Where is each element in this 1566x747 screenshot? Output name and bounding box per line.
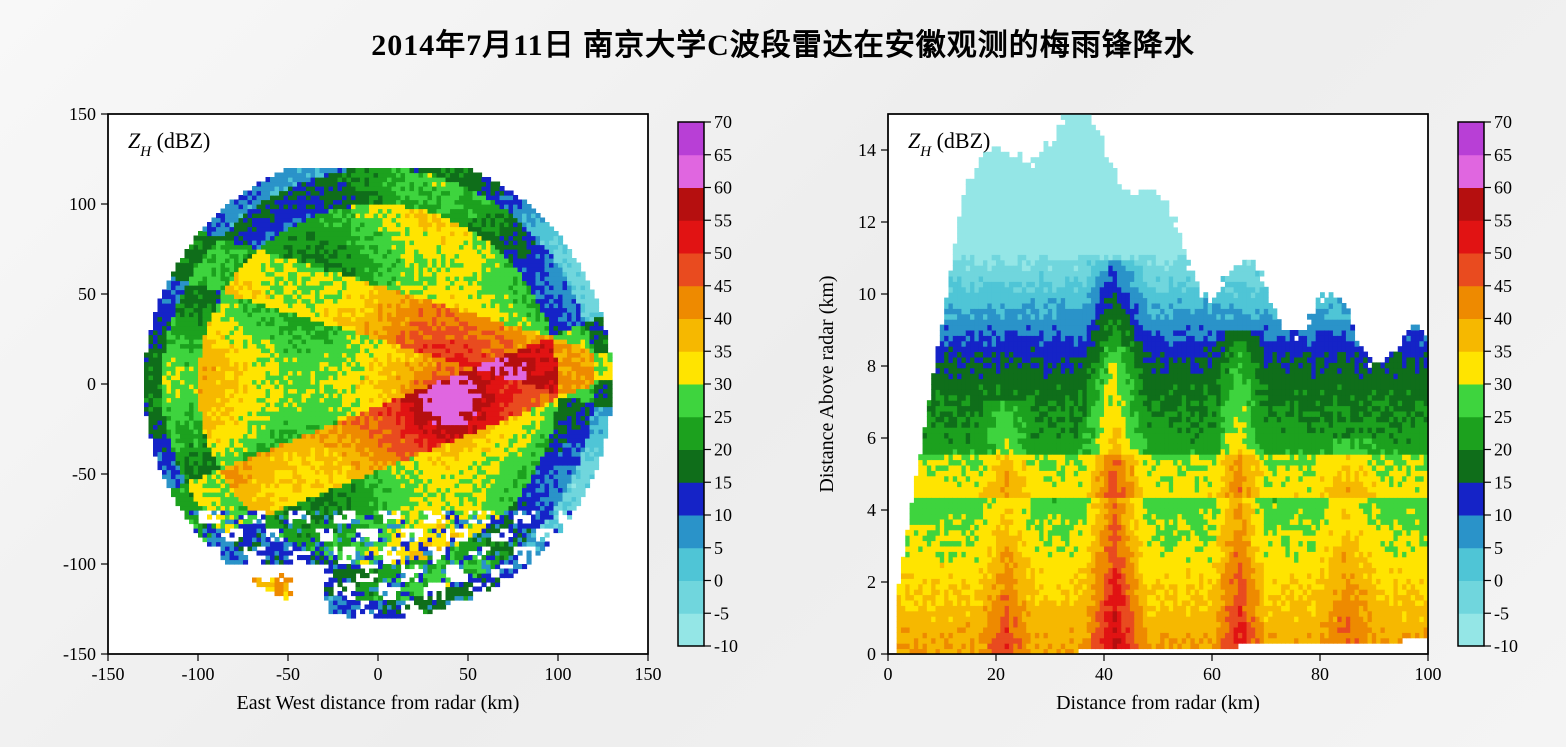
ppi-chart: -150 -100 -50 0 50 100 150 -150 -100 -50 0 50 100 150… [28,84,768,724]
svg-text:100: 100 [545,664,572,684]
ppi-panel: -150 -100 -50 0 50 100 150 -150 -100 -50 0 50 100 150… [28,84,768,724]
page-title: 2014年7月11日 南京大学C波段雷达在安徽观测的梅雨锋降水 [0,0,1566,64]
chart-row: -150 -100 -50 0 50 100 150 -150 -100 -50 0 50 100 150… [0,64,1566,724]
svg-text:East West distance from radar: East West distance from radar (km) [237,692,520,714]
svg-text:0: 0 [374,664,383,684]
svg-text:50: 50 [459,664,477,684]
rhi-chart: 02040608010002468101214Distance from rad… [798,84,1538,724]
svg-text:100: 100 [69,194,96,214]
svg-text:-100: -100 [63,554,96,574]
svg-text:0: 0 [87,374,96,394]
svg-text:-50: -50 [276,664,300,684]
svg-text:50: 50 [78,284,96,304]
svg-text:150: 150 [635,664,662,684]
svg-text:-50: -50 [72,464,96,484]
svg-text:150: 150 [69,104,96,124]
svg-text:-150: -150 [92,664,125,684]
svg-text:-100: -100 [182,664,215,684]
rhi-panel: 02040608010002468101214Distance from rad… [798,84,1538,724]
svg-text:-150: -150 [63,644,96,664]
